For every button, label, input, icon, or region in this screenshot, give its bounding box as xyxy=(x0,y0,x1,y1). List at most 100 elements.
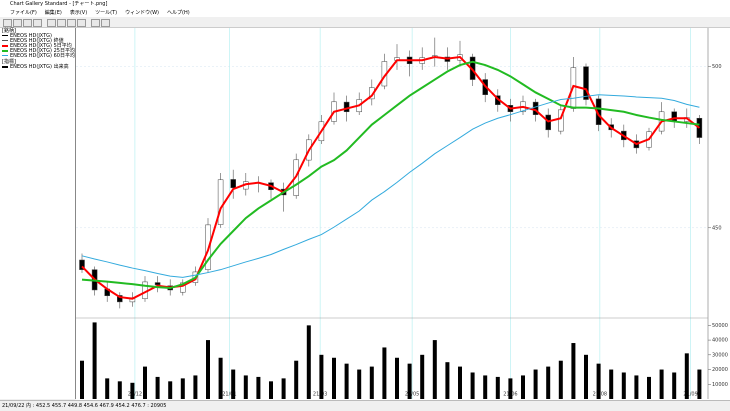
tool-button[interactable] xyxy=(101,19,110,27)
y-tick-label: 450 xyxy=(712,225,722,231)
candle-body xyxy=(217,179,224,225)
volume-bar xyxy=(243,375,248,399)
volume-bar xyxy=(105,378,110,399)
menu-item[interactable]: 編集(E) xyxy=(44,10,62,16)
candle-body xyxy=(154,282,161,286)
volume-bar xyxy=(92,322,97,399)
volume-bar xyxy=(596,363,601,399)
volume-bar xyxy=(218,357,223,399)
x-tick-label: 21/09 xyxy=(683,392,697,398)
volume-bar xyxy=(332,357,336,399)
volume-bar xyxy=(193,375,198,399)
candle-body xyxy=(583,66,589,100)
candle-body xyxy=(117,295,123,303)
volume-bar xyxy=(357,369,362,399)
volume-bar xyxy=(143,366,147,399)
window-title: Chart Gallery Standard - [チャート.png] xyxy=(10,1,108,7)
y2-tick-label: 40000 xyxy=(712,338,728,344)
candle-body xyxy=(180,282,186,293)
legend-swatch xyxy=(2,35,8,36)
volume-bar xyxy=(558,360,563,399)
chart-background xyxy=(76,28,730,400)
legend-entry[interactable]: ENEOS HD(JXTG) 60日平均 xyxy=(2,54,75,59)
menu-item[interactable]: 表示(V) xyxy=(69,10,88,16)
volume-bar xyxy=(508,378,513,399)
y2-tick-label: 30000 xyxy=(712,352,728,358)
volume-bar xyxy=(80,360,84,399)
volume-bar xyxy=(395,357,399,399)
volume-bar xyxy=(269,381,273,399)
legend-swatch xyxy=(2,65,8,68)
volume-bar xyxy=(180,378,185,399)
legend-header: [銘柄] xyxy=(2,28,16,34)
moving-average-line xyxy=(81,55,701,300)
legend-entry[interactable]: ENEOS HD(JXTG) 5日平均 xyxy=(2,44,72,49)
status-bar: 21/09/22 内 : 452.5 455.7 449.8 454.6 467… xyxy=(0,400,730,411)
candle-body xyxy=(343,101,350,113)
volume-bar xyxy=(672,372,677,399)
menu-item[interactable]: ファイル(F) xyxy=(10,10,37,16)
menu-item[interactable]: ヘルプ(H) xyxy=(167,10,190,16)
plot: 20/1221/0121/0321/0521/0621/0821/0945050… xyxy=(76,28,728,399)
legend-entry[interactable]: ENEOS HD(JXTG) 出来高 xyxy=(2,65,69,70)
y-tick-label: 500 xyxy=(712,64,722,70)
tool-button[interactable] xyxy=(33,19,42,27)
tool-button[interactable] xyxy=(3,19,12,27)
volume-bar xyxy=(659,369,664,399)
candle-body xyxy=(79,259,85,270)
menu-item[interactable]: ウィンドウ(W) xyxy=(125,10,159,16)
volume-bar xyxy=(521,375,525,399)
tool-button[interactable] xyxy=(23,19,32,27)
moving-average-line xyxy=(81,94,700,278)
volume-bar xyxy=(281,378,286,399)
volume-bar xyxy=(697,369,702,399)
volume-bar xyxy=(256,376,261,399)
volume-bar xyxy=(684,353,689,399)
volume-bar xyxy=(445,362,450,399)
y2-tick-label: 20000 xyxy=(712,367,728,373)
volume-bar xyxy=(294,360,299,399)
volume-bar xyxy=(382,347,387,399)
menu-item[interactable]: ツール(T) xyxy=(95,10,118,16)
legend-swatch xyxy=(2,55,8,56)
volume-bar xyxy=(155,376,160,399)
tool-button[interactable] xyxy=(57,19,66,27)
volume-bar xyxy=(206,340,210,399)
candle-body xyxy=(532,101,539,115)
volume-bar xyxy=(407,363,412,399)
legend-entry[interactable]: ENEOS HD(JXTG) 25日平均 xyxy=(2,49,75,54)
volume-bar xyxy=(621,372,626,399)
volume-bar xyxy=(369,366,374,399)
x-tick-label: 20/12 xyxy=(128,392,142,398)
tool-button[interactable] xyxy=(47,19,56,27)
legend-entry[interactable]: ENEOS HD(JXTG) 終値 xyxy=(2,39,64,44)
volume-bar xyxy=(546,366,551,399)
volume-bar xyxy=(470,372,475,399)
volume-bar xyxy=(231,369,236,399)
volume-bar xyxy=(647,376,651,399)
chart: 20/1221/0121/0321/0521/0621/0821/0945050… xyxy=(76,28,730,400)
legend-panel: [銘柄] ENEOS HD(JXTG) ENEOS HD(JXTG) 終値 EN… xyxy=(0,28,76,399)
volume-bar xyxy=(533,369,538,399)
volume-bar xyxy=(319,354,324,399)
legend-swatch xyxy=(2,44,8,47)
volume-bar xyxy=(495,376,500,399)
volume-bar xyxy=(168,381,173,399)
volume-bar xyxy=(458,366,462,399)
volume-bar xyxy=(420,354,425,399)
tool-button[interactable] xyxy=(13,19,22,27)
volume-bar xyxy=(609,369,614,399)
legend-label: ENEOS HD(JXTG) 終値 xyxy=(10,38,64,44)
legend-header: [指標] xyxy=(2,59,16,65)
x-tick-label: 21/01 xyxy=(222,392,236,398)
legend-label: ENEOS HD(JXTG) xyxy=(10,33,53,39)
tool-button[interactable] xyxy=(77,19,86,27)
tool-button[interactable] xyxy=(67,19,76,27)
x-tick-label: 21/05 xyxy=(405,392,419,398)
tool-button[interactable] xyxy=(91,19,100,27)
legend-label: ENEOS HD(JXTG) 5日平均 xyxy=(10,43,72,49)
volume-bar xyxy=(483,375,488,399)
y2-tick-label: 50000 xyxy=(712,323,728,329)
legend-entry[interactable]: ENEOS HD(JXTG) xyxy=(2,34,52,39)
volume-bar xyxy=(634,375,639,399)
